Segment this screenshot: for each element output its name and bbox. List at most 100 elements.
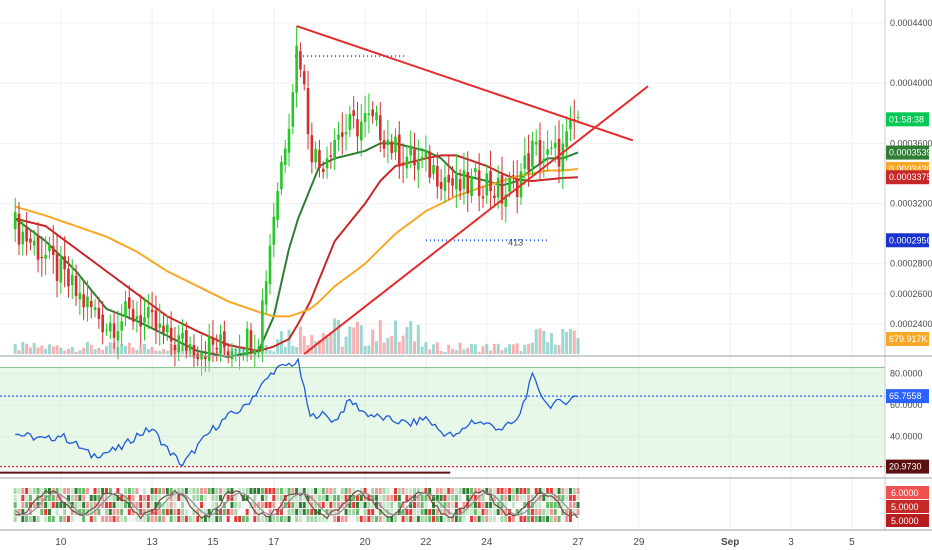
osc-cell-118-2 — [462, 502, 466, 508]
osc-cell-45-2 — [184, 502, 188, 508]
osc-cell-131-2 — [511, 502, 515, 508]
osc-cell-5-1 — [32, 495, 36, 501]
osc-cell-25-4 — [108, 516, 112, 522]
volume-bar-107 — [420, 346, 424, 354]
osc-cell-50-3 — [203, 509, 207, 515]
candle-body-15 — [70, 274, 74, 285]
volume-bar-6 — [36, 347, 40, 354]
osc-cell-48-3 — [196, 509, 200, 515]
osc-cell-66-1 — [264, 495, 268, 501]
osc-cell-31-0 — [131, 488, 135, 494]
osc-cell-94-0 — [371, 488, 375, 494]
osc-cell-70-4 — [279, 516, 283, 522]
x-tick-0: 10 — [55, 537, 67, 548]
osc-cell-123-2 — [481, 502, 485, 508]
osc-cell-11-3 — [55, 509, 59, 515]
candle-body-100 — [394, 136, 397, 153]
osc-cell-98-2 — [386, 502, 390, 508]
candle-body-46 — [188, 344, 192, 351]
osc-cell-9-4 — [47, 516, 51, 522]
candle-body-107 — [420, 156, 424, 160]
volume-bar-82 — [325, 334, 329, 354]
osc-cell-65-0 — [260, 488, 264, 494]
osc-cell-138-3 — [538, 509, 542, 515]
osc-cell-110-1 — [432, 495, 436, 501]
candle-body-97 — [382, 140, 386, 149]
candle-body-145 — [565, 131, 568, 148]
osc-cell-79-0 — [314, 488, 318, 494]
osc-cell-144-0 — [561, 488, 565, 494]
osc-cell-1-3 — [17, 509, 21, 515]
osc-cell-49-2 — [200, 502, 204, 508]
volume-bar-129 — [504, 347, 508, 354]
osc-cell-74-0 — [295, 488, 299, 494]
osc-cell-18-0 — [82, 488, 86, 494]
osc-cell-54-0 — [219, 488, 223, 494]
volume-bar-35 — [146, 349, 150, 354]
osc-cell-23-1 — [101, 495, 105, 501]
volume-bar-143 — [557, 345, 561, 354]
osc-cell-117-4 — [458, 516, 462, 522]
candle-body-91 — [359, 121, 363, 141]
osc-cell-122-0 — [477, 488, 481, 494]
osc-cell-24-4 — [104, 516, 108, 522]
osc-cell-64-2 — [257, 502, 261, 508]
volume-bar-106 — [416, 324, 420, 354]
osc-cell-73-0 — [291, 488, 295, 494]
osc-cell-6-2 — [36, 502, 40, 508]
osc-cell-121-4 — [473, 516, 477, 522]
osc-cell-145-3 — [565, 509, 569, 515]
osc-cell-115-1 — [451, 495, 455, 501]
candle-body-2 — [21, 231, 25, 245]
osc-cell-7-1 — [40, 495, 44, 501]
osc-cell-27-2 — [116, 502, 120, 508]
osc-cell-116-3 — [454, 509, 458, 515]
osc-cell-52-0 — [211, 488, 215, 494]
osc-cell-13-4 — [63, 516, 67, 522]
candle-body-79 — [314, 148, 317, 163]
candle-body-102 — [401, 162, 405, 166]
candle-body-60 — [242, 354, 245, 356]
osc-cell-27-0 — [116, 488, 120, 494]
osc-cell-64-1 — [257, 495, 261, 501]
candle-body-73 — [291, 92, 295, 127]
osc-cell-100-3 — [394, 509, 397, 515]
osc-cell-100-0 — [394, 488, 397, 494]
osc-cell-40-4 — [165, 516, 169, 522]
osc-cell-22-0 — [97, 488, 101, 494]
osc-cell-12-1 — [59, 495, 63, 501]
osc-cell-108-0 — [424, 488, 428, 494]
osc-cell-61-2 — [245, 502, 249, 508]
volume-bar-22 — [97, 347, 101, 354]
osc-cell-113-0 — [443, 488, 447, 494]
osc-cell-68-4 — [272, 516, 276, 522]
osc-cell-52-3 — [211, 509, 215, 515]
volume-bar-117 — [458, 342, 462, 354]
osc-cell-17-1 — [78, 495, 82, 501]
price-tick-3: 0.0003200 — [890, 199, 932, 209]
osc-cell-72-1 — [287, 495, 291, 501]
volume-bar-78 — [310, 334, 314, 354]
rsi-panel — [0, 357, 885, 474]
price-tick-0: 0.0004400 — [890, 18, 932, 28]
osc-cell-135-4 — [527, 516, 531, 522]
osc-cell-28-2 — [120, 502, 124, 508]
candle-body-75 — [299, 51, 302, 70]
volume-bar-138 — [538, 328, 542, 354]
osc-cell-34-1 — [143, 495, 147, 501]
osc-cell-35-1 — [146, 495, 150, 501]
osc-cell-143-2 — [557, 502, 561, 508]
osc-cell-13-3 — [63, 509, 67, 515]
candle-body-68 — [272, 216, 276, 245]
volume-bar-88 — [348, 326, 352, 354]
volume-bar-115 — [451, 348, 455, 354]
candle-body-67 — [268, 245, 272, 285]
volume-bar-12 — [59, 347, 63, 354]
osc-cell-136-1 — [530, 495, 534, 501]
osc-cell-5-3 — [32, 509, 36, 515]
candle-body-63 — [253, 349, 257, 355]
volume-bar-104 — [409, 320, 413, 354]
osc-cell-56-2 — [226, 502, 230, 508]
osc-cell-80-3 — [317, 509, 321, 515]
